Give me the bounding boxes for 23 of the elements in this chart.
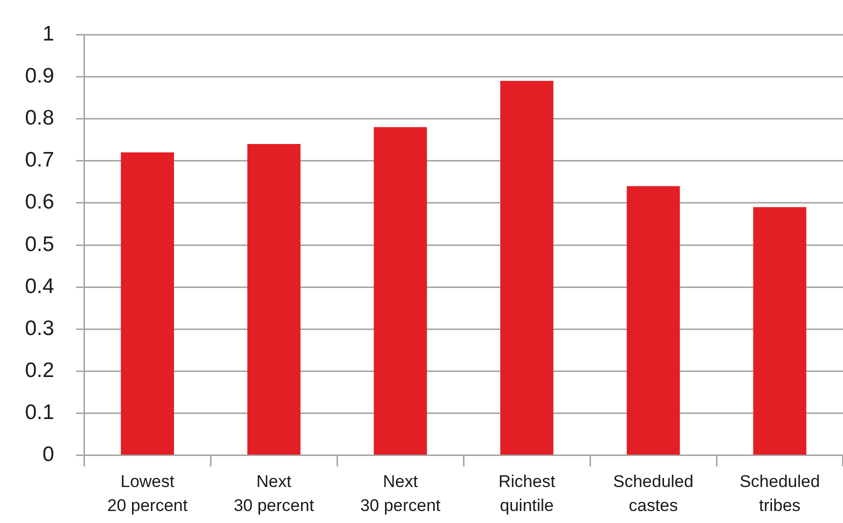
y-tick-label: 0.1 [24,401,54,424]
x-tick-label: Lowest 20 percent [107,472,188,515]
bar [120,152,174,455]
y-tick-label: 0.7 [24,148,54,172]
y-tick-label: 0.8 [24,106,54,130]
x-tick-label: Richest quintile [498,472,556,515]
y-tick-label: 0 [42,443,54,466]
bar [753,207,806,455]
x-tick-label: Scheduled castes [613,472,694,515]
y-tick-label: 0.6 [24,190,54,214]
x-tick-label: Next 30 percent [234,472,314,515]
y-tick-label: 0.5 [24,232,54,256]
x-tick-label: Scheduled tribes [740,472,820,515]
y-tick-label: 0.3 [24,316,54,340]
y-tick-label: 0.4 [24,274,55,298]
y-tick-label: 1 [42,22,54,46]
bar [626,186,680,455]
bar [500,80,554,455]
y-tick-label: 0.9 [24,64,54,88]
y-tick-label: 0.2 [24,359,54,382]
bar [247,144,300,455]
x-tick-label: Next 30 percent [360,472,441,515]
bar [374,127,427,455]
